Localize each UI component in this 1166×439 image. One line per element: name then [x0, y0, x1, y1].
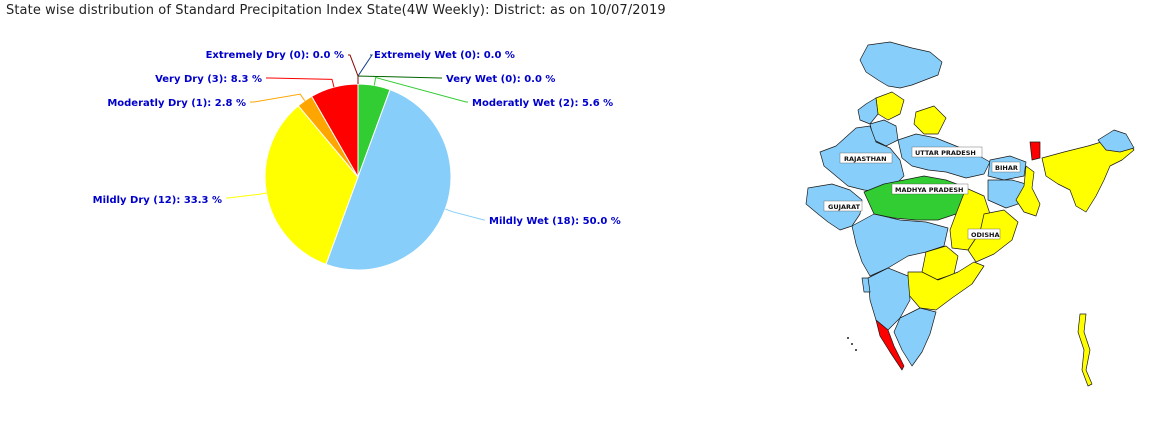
map-label-bg [991, 161, 1021, 173]
pie-leader-mildly-dry [226, 192, 267, 199]
map-islands-lakshadweep-dot [851, 343, 853, 345]
map-state-jammu-kashmir[interactable] [859, 41, 943, 89]
map-label-bg [911, 146, 983, 158]
map-state-andhra-pradesh[interactable] [907, 261, 985, 311]
pie-slice-very-dry[interactable] [310, 83, 359, 179]
map-state-arunachal[interactable] [1097, 129, 1135, 153]
map-label-text: BIHAR [995, 164, 1018, 172]
pie-leader-moderately-wet [373, 76, 468, 103]
pie-leader-mildly-wet [445, 208, 485, 221]
map-label-bg [891, 183, 969, 195]
pie-leader-moderately-dry [250, 93, 306, 103]
map-state-kerala[interactable] [875, 319, 905, 371]
map-state-north-east[interactable] [1041, 137, 1135, 213]
map-label-bihar: BIHAR [991, 161, 1021, 173]
pie-label-mildly-dry: Mildly Dry (12): 33.3 % [93, 195, 222, 206]
map-label-madhya-pradesh: MADHYA PRADESH [891, 183, 969, 195]
map-label-gujarat: GUJARAT [823, 200, 863, 212]
map-label-text: ODISHA [971, 231, 1000, 239]
pie-leader-very-dry [266, 77, 335, 88]
pie-label-moderately-dry: Moderatly Dry (1): 2.8 % [107, 98, 246, 109]
map-state-goa[interactable] [861, 277, 871, 293]
map-label-text: RAJASTHAN [844, 155, 887, 163]
pie-label-moderately-wet: Moderatly Wet (2): 5.6 % [472, 98, 613, 109]
map-label-bg [967, 228, 1001, 240]
map-islands-lakshadweep-dot2 [855, 349, 857, 351]
page-title: State wise distribution of Standard Prec… [6, 3, 666, 18]
map-label-rajasthan: RAJASTHAN [839, 152, 893, 164]
map-state-sikkim[interactable] [1029, 141, 1041, 161]
map-label-odisha: ODISHA [967, 228, 1001, 240]
map-state-himachal[interactable] [875, 91, 905, 121]
pie-label-extremely-dry: Extremely Dry (0): 0.0 % [206, 50, 344, 61]
pie-slice-mildly-dry[interactable] [264, 105, 359, 265]
map-state-tamil-nadu[interactable] [893, 307, 937, 367]
map-label-text: MADHYA PRADESH [895, 186, 963, 194]
map-state-punjab[interactable] [857, 97, 879, 125]
pie-label-mildly-wet: Mildly Wet (18): 50.0 % [489, 216, 621, 227]
pie-label-very-dry: Very Dry (3): 8.3 % [155, 74, 262, 85]
map-islands-andaman[interactable] [1077, 313, 1093, 387]
map-state-uttarakhand[interactable] [913, 105, 947, 135]
map-label-text: GUJARAT [828, 203, 861, 211]
map-state-west-bengal[interactable] [1015, 165, 1041, 217]
pie-leader-extremely-dry [348, 54, 359, 84]
map-label-uttar-pradesh: UTTAR PRADESH [911, 146, 983, 158]
pie-slice-mildly-wet[interactable] [325, 89, 452, 271]
pie-label-very-wet: Very Wet (0): 0.0 % [446, 74, 555, 85]
map-label-bg [823, 200, 863, 212]
spi-pie-chart: Extremely Wet (0): 0.0 % Very Wet (0): 0.… [93, 50, 621, 271]
map-islands-lakshadweep [847, 337, 849, 339]
pie-label-extremely-wet: Extremely Wet (0): 0.0 % [374, 50, 515, 61]
map-label-text: UTTAR PRADESH [915, 149, 976, 157]
map-label-bg [839, 152, 893, 164]
